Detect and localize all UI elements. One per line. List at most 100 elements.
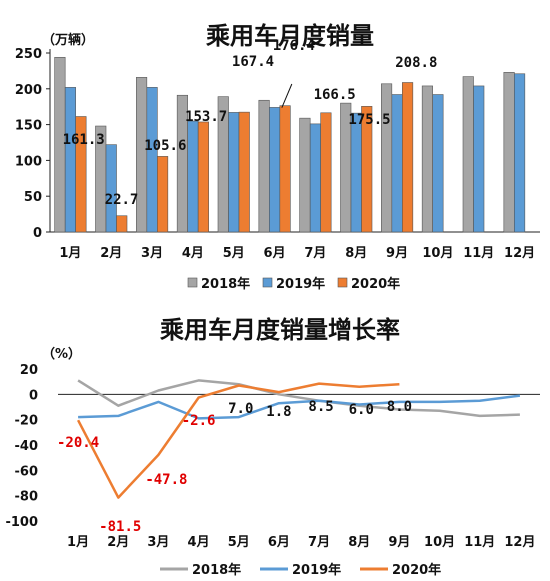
legend-swatch-2020年 — [337, 277, 348, 288]
bar-2019年-11月 — [473, 85, 485, 233]
data-label-2020: 1.8 — [266, 404, 291, 420]
legend-label: 2018年 — [192, 562, 241, 578]
x-tick-label: 3月 — [147, 535, 169, 550]
data-label-2020: -47.8 — [145, 472, 187, 488]
bar-2019年-6月 — [269, 107, 281, 233]
y-tick-label: -60 — [15, 464, 39, 479]
line-chart-growth: 乘用车月度销量增长率 （%） 20 0 -20 -40 -60 -80 -100 1月 2月 3月 4月… — [5, 316, 540, 578]
bar-2020年-7月 — [320, 112, 332, 233]
x-tick-label: 6月 — [264, 246, 286, 261]
bar-2019年-1月 — [64, 87, 76, 233]
data-label-2020: 22.7 — [105, 192, 139, 208]
bar-2019年-10月 — [432, 94, 444, 233]
legend-label: 2018年 — [201, 276, 250, 292]
x-tick-label: 2月 — [107, 535, 129, 550]
y-tick-label: -40 — [15, 439, 39, 454]
bar-2018年-9月 — [381, 83, 393, 233]
x-tick-label: 7月 — [308, 535, 330, 550]
x-tick-label: 8月 — [348, 535, 370, 550]
y-tick-label: 50 — [24, 190, 42, 205]
bar-2018年-3月 — [136, 77, 148, 233]
x-tick-label: 10月 — [424, 535, 455, 550]
data-label-2020: 161.3 — [63, 132, 105, 148]
data-label-2020: 8.0 — [387, 399, 412, 415]
y-tick-label: 0 — [33, 226, 42, 241]
bar-2019年-3月 — [146, 87, 158, 233]
y-tick-label: 100 — [15, 154, 42, 169]
bar-2018年-12月 — [503, 72, 515, 233]
x-tick-label: 10月 — [422, 246, 453, 261]
bar-2020年-4月 — [197, 121, 209, 233]
x-tick-label: 5月 — [223, 246, 245, 261]
x-tick-label: 2月 — [100, 246, 122, 261]
x-tick-label: 3月 — [141, 246, 163, 261]
x-tick-label: 12月 — [504, 535, 535, 550]
legend-swatch-2018年 — [187, 277, 198, 288]
data-label-2020: 208.8 — [395, 55, 437, 71]
data-label-2020: 105.6 — [144, 138, 186, 154]
y-tick-label: 150 — [15, 119, 42, 134]
bar-2019年-12月 — [514, 73, 526, 233]
bar-2019年-2月 — [105, 144, 117, 233]
y-tick-label: -20 — [15, 414, 39, 429]
bar-2020年-1月 — [75, 116, 87, 233]
bar-2020年-5月 — [238, 111, 250, 233]
legend-label: 2019年 — [292, 562, 341, 578]
y-tick-label: 200 — [15, 83, 42, 98]
x-tick-label: 12月 — [504, 246, 535, 261]
bar-2019年-5月 — [228, 112, 240, 233]
x-tick-label: 5月 — [228, 535, 250, 550]
x-tick-label: 1月 — [59, 246, 81, 261]
y-tick-label: -80 — [15, 490, 39, 505]
x-tick-label: 9月 — [388, 535, 410, 550]
x-tick-label: 1月 — [67, 535, 89, 550]
y-tick-label: 0 — [29, 388, 38, 403]
data-label-2020: 153.7 — [185, 109, 227, 125]
legend-label: 2020年 — [392, 562, 441, 578]
y-tick-label: -100 — [5, 515, 38, 530]
x-tick-label: 7月 — [304, 246, 326, 261]
bar-2019年-7月 — [309, 123, 321, 233]
bar-2019年-4月 — [187, 120, 199, 233]
line-2019年 — [78, 394, 521, 420]
x-tick-label: 9月 — [386, 246, 408, 261]
data-label-2020: 166.5 — [314, 87, 356, 103]
bar-2018年-7月 — [299, 117, 311, 233]
x-tick-label: 11月 — [464, 535, 495, 550]
data-label-2020: -2.6 — [182, 413, 216, 429]
bar-2020年-6月 — [279, 105, 291, 233]
y-tick-label: 20 — [20, 363, 38, 378]
line-2018年 — [77, 379, 520, 418]
chart-title: 乘用车月度销量 — [205, 22, 374, 50]
data-label-2020: 6.0 — [349, 402, 374, 418]
y-unit-label: （%） — [42, 346, 81, 362]
bar-2018年-11月 — [462, 76, 474, 233]
data-label-2020: 8.5 — [308, 399, 333, 415]
data-label-2020: 167.4 — [232, 54, 274, 70]
bar-2018年-10月 — [421, 85, 433, 233]
line-2020年 — [76, 382, 400, 499]
legend-label: 2020年 — [351, 276, 400, 292]
bar-2018年-6月 — [258, 99, 270, 233]
x-tick-label: 11月 — [463, 246, 494, 261]
legend-swatch-2019年 — [262, 277, 273, 288]
chart-title: 乘用车月度销量增长率 — [159, 316, 400, 344]
y-tick-label: 250 — [15, 47, 42, 62]
leader-line — [281, 83, 293, 108]
bar-2020年-9月 — [402, 82, 414, 233]
bar-2019年-8月 — [350, 112, 362, 233]
legend-label: 2019年 — [276, 276, 325, 292]
data-label-2020: -20.4 — [57, 435, 99, 451]
bar-chart-sales: 乘用车月度销量 （万辆） 0 50 100 150 200 250 1月 2月 3月 4月 5月 6月 7月… — [15, 22, 540, 292]
x-tick-label: 4月 — [188, 535, 210, 550]
data-label-2020: 175.5 — [348, 112, 390, 128]
x-tick-label: 4月 — [182, 246, 204, 261]
data-label-2020: -81.5 — [99, 519, 141, 535]
bar-2020年-8月 — [361, 106, 373, 233]
data-label-2020: 7.0 — [228, 401, 253, 417]
y-unit-label: （万辆） — [42, 32, 94, 48]
x-tick-label: 6月 — [268, 535, 290, 550]
bar-2020年-2月 — [116, 215, 128, 233]
x-tick-label: 8月 — [345, 246, 367, 261]
